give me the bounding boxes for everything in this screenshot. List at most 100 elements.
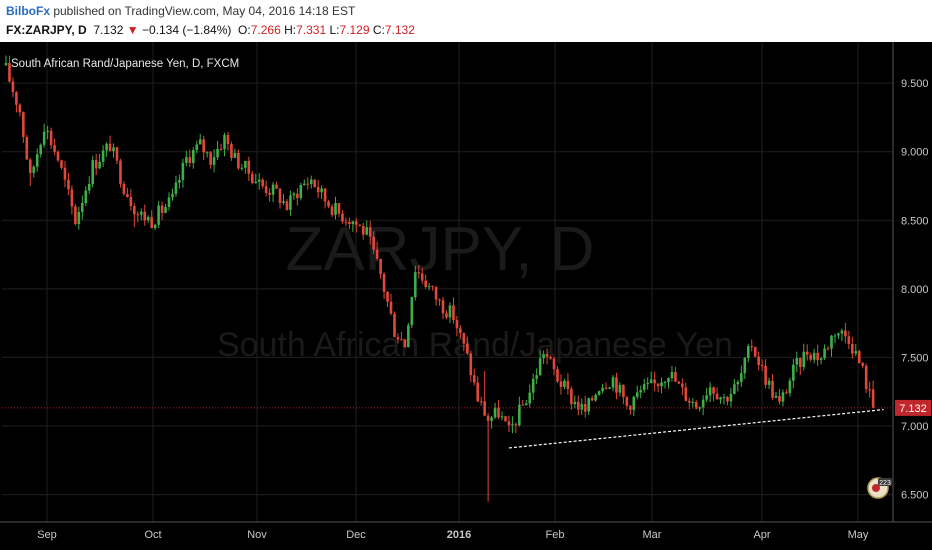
candle-body [35,154,39,167]
candle-body [830,335,833,349]
candle-body [857,351,861,364]
candle-body [452,305,455,321]
candle [355,217,358,233]
author-link[interactable]: BilboFx [6,4,50,18]
candle [663,380,667,389]
candle-body [854,351,858,354]
candle-body [486,415,490,421]
candle [191,147,195,169]
candle [296,188,299,206]
time-axis[interactable]: Sep Oct Nov Dec 2016 Feb Mar Apr May [37,529,869,541]
candle-body [549,356,552,359]
candle [684,382,688,402]
candle-body [812,352,816,360]
candle [327,199,330,209]
candle-body [150,217,153,229]
candle-body [743,358,747,374]
open-label: O: [238,23,251,37]
candle-body [656,383,660,387]
candle-body [687,400,691,403]
candle-body [493,407,497,418]
candle-body [625,397,629,406]
candle-body [601,387,604,392]
candle [719,396,722,404]
candle-body [133,206,136,215]
candle [729,387,733,408]
candle-body [247,160,251,174]
candle-body [729,393,733,402]
candle [389,293,393,316]
candle-body [844,330,847,337]
candle-body [566,380,570,389]
candle-body [261,179,264,187]
candle [802,343,806,371]
candle-body [146,217,150,221]
candle [455,315,459,337]
candle [105,142,108,157]
candle-body [802,351,806,367]
candle [434,285,438,306]
candle [757,351,760,371]
price-axis[interactable]: 9.500 9.000 8.500 8.000 7.500 7.000 6.500 [901,78,929,501]
candle [49,127,53,149]
candle-body [708,387,712,396]
candle [476,376,480,403]
candle [580,398,584,415]
trendline[interactable] [508,408,884,449]
candle-body [441,300,445,314]
candle-body [518,404,521,426]
candle [753,346,757,358]
candle [681,378,684,396]
candle [642,378,646,393]
candle-body [514,424,518,426]
symbol-label[interactable]: FX:ZARJPY, D [6,23,87,37]
candle-body [365,227,369,235]
candle [139,208,143,221]
candle-body [309,179,313,185]
candle [438,298,441,306]
candle [195,140,199,154]
candle-body [191,150,195,163]
candle [115,146,119,165]
candle-body [629,405,632,410]
candle [805,344,809,361]
candle [535,368,538,384]
tv-logo-icon[interactable]: 223 [867,477,892,499]
x-tick-label: Feb [546,529,565,541]
candle [122,181,126,196]
candle-body [389,301,393,314]
y-tick-label: 6.500 [901,490,929,502]
candle [178,174,181,189]
candle [722,393,726,405]
candle [223,132,226,157]
candle [715,387,719,400]
candle-body [774,396,778,398]
trendline-layer [508,408,884,449]
candle-body [320,188,323,193]
candle-body [674,372,677,382]
candle-body [413,272,417,298]
candle-body [285,201,289,210]
candle-body [143,211,147,221]
candle [84,186,88,207]
candle [240,164,244,171]
candle-body [677,381,681,384]
candle [511,416,514,434]
candle-body [577,401,580,410]
candle-body [4,63,8,66]
candle-body [823,348,826,359]
candle [226,132,230,151]
candle [635,385,639,400]
candle [108,135,112,152]
candle [694,399,698,410]
candle [570,386,573,410]
y-tick-label: 9.500 [901,78,929,90]
price-change: −0.134 (−1.84%) [141,23,232,37]
candle [750,339,754,352]
candle [857,349,861,364]
candle-body [70,189,74,207]
candle-body [67,179,70,190]
candle [771,374,774,400]
close-value: 7.132 [384,23,415,37]
